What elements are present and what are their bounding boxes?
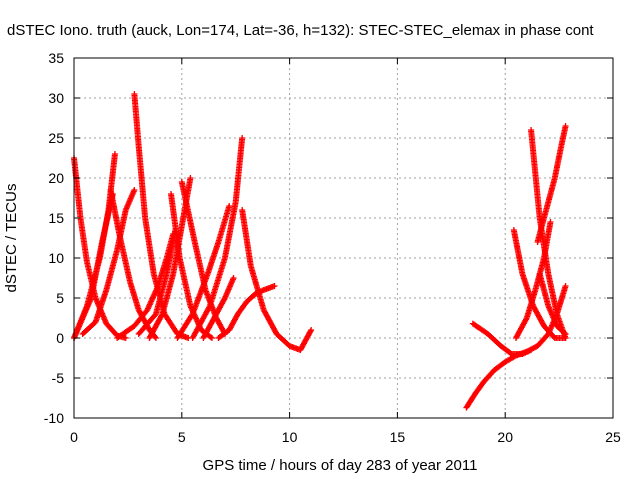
plot-frame <box>73 57 614 419</box>
chart-title: dSTEC Iono. truth (auck, Lon=174, Lat=-3… <box>7 22 594 39</box>
data-series <box>215 283 278 341</box>
data-point <box>226 203 233 209</box>
data-point <box>131 187 138 193</box>
data-series <box>528 127 569 341</box>
x-tick-label: 20 <box>497 429 513 445</box>
x-tick-label: 15 <box>390 429 406 445</box>
x-tick-label: 5 <box>178 429 186 445</box>
data-point <box>528 347 535 353</box>
data-point <box>221 296 228 303</box>
data-series <box>131 91 192 341</box>
data-points <box>71 91 569 411</box>
data-series <box>200 275 237 341</box>
y-tick-label: 20 <box>48 170 64 186</box>
data-point <box>308 327 315 333</box>
data-series <box>168 191 215 341</box>
data-series <box>239 207 315 353</box>
data-point <box>152 335 159 341</box>
data-series <box>114 231 177 341</box>
data-point <box>158 312 165 319</box>
grid <box>74 58 613 418</box>
data-point <box>307 328 314 335</box>
y-tick-label: 35 <box>48 50 64 66</box>
y-tick-label: -5 <box>52 370 65 386</box>
data-series <box>79 187 138 337</box>
y-tick-label: 25 <box>48 130 64 146</box>
data-point <box>547 219 554 225</box>
data-series <box>174 203 233 341</box>
x-tick-labels: 0 5 10 15 20 25 <box>70 429 621 445</box>
x-axis-label: GPS time / hours of day 283 of year 2011 <box>203 457 478 474</box>
data-point <box>562 283 569 289</box>
data-point <box>271 283 278 289</box>
y-tick-label: -10 <box>44 410 64 426</box>
y-tick-label: 5 <box>56 290 64 306</box>
data-point <box>562 331 569 337</box>
data-point <box>230 275 237 281</box>
y-tick-label: 15 <box>48 210 64 226</box>
data-series <box>146 175 194 341</box>
y-tick-label: 10 <box>48 250 64 266</box>
x-tick-label: 25 <box>605 429 621 445</box>
x-tick-label: 10 <box>282 429 298 445</box>
data-series <box>189 135 246 341</box>
data-point <box>561 330 568 336</box>
y-axis-label: dSTEC / TECUs <box>3 184 20 293</box>
x-tick-label: 0 <box>70 429 78 445</box>
data-point <box>239 135 246 141</box>
data-point <box>187 175 194 181</box>
data-point <box>122 335 129 341</box>
data-point <box>207 334 214 341</box>
data-point <box>111 151 118 157</box>
data-series <box>469 320 535 357</box>
data-point <box>507 350 514 357</box>
y-tick-labels: -10 -5 0 5 10 15 20 25 30 35 <box>44 50 64 426</box>
data-point <box>208 335 215 341</box>
y-tick-label: 30 <box>48 90 64 106</box>
data-point <box>523 316 530 323</box>
data-series <box>534 123 569 245</box>
data-series <box>536 271 569 337</box>
data-point <box>562 123 569 129</box>
axis-ticks <box>73 57 614 419</box>
y-tick-label: 0 <box>56 330 64 346</box>
